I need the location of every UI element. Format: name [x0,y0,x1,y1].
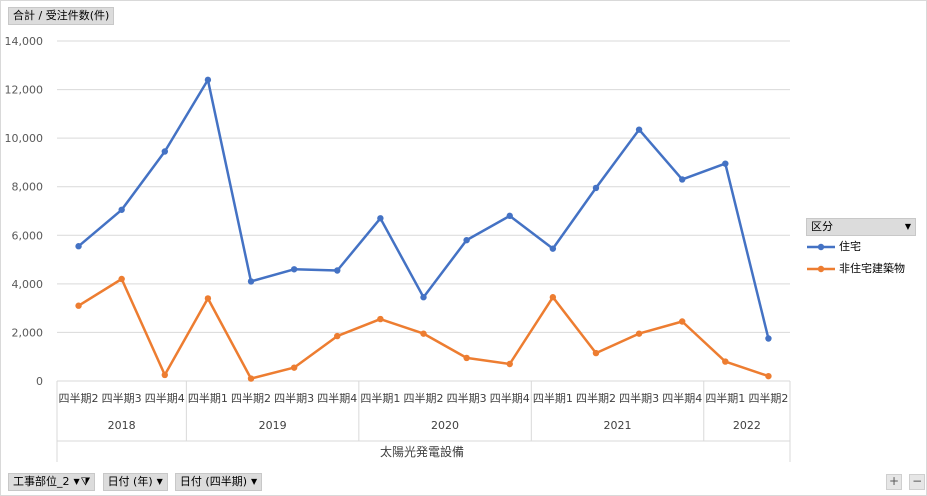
data-point [118,275,125,283]
x-tick-label: 四半期1 [188,391,228,405]
dropdown-arrow-icon[interactable]: ▼ [73,477,80,486]
field-label: 工事部位_2 [13,475,70,488]
data-point [765,372,772,380]
value-field-label: 合計 / 受注件数(件) [13,9,110,22]
data-point [635,330,643,337]
field-button-construction-part[interactable]: 工事部位_2 ▼⧩ [8,473,96,491]
data-point [679,176,686,183]
year-label: 2022 [733,419,761,432]
data-point [118,206,125,213]
legend-label: 住宅 [839,240,861,253]
data-point [549,294,557,301]
x-tick-label: 四半期4 [317,391,357,405]
legend-marker [807,243,835,251]
field-label: 日付 (四半期) [179,475,247,488]
dropdown-arrow-icon[interactable]: ▼ [251,477,258,486]
field-label: 日付 (年) [107,475,153,488]
legend-marker [807,265,835,273]
data-point [592,349,600,357]
x-tick-label: 四半期1 [533,391,573,405]
x-tick-label: 四半期3 [447,391,487,405]
dropdown-arrow-icon[interactable]: ▼ [904,222,911,231]
category-group-label: 太陽光発電設備 [380,444,464,459]
zoom-controls: + − [884,470,926,490]
legend-item: 住宅 [806,236,916,258]
y-tick-label: 6,000 [12,229,44,242]
data-point [75,302,82,309]
data-point [506,212,513,220]
x-tick-label: 四半期4 [490,391,530,405]
x-tick-label: 四半期4 [662,391,702,405]
legend-title: 区分 [811,220,833,233]
data-point [247,278,255,285]
x-axis: 四半期2 四半期3 四半期4 四半期1 四半期2 四半期3 四半期4 四半期1 四半期2 四半期3… [56,380,791,462]
data-point [377,315,384,323]
x-tick-label: 四半期3 [274,391,314,405]
data-point [290,266,298,273]
filter-icon: ⧩ [80,475,91,488]
year-label: 2021 [604,419,632,432]
data-point [161,371,168,379]
data-point [635,126,643,133]
data-point [334,267,341,274]
y-tick-label: 14,000 [5,35,44,48]
data-point [247,375,255,382]
series-layer [75,76,772,382]
x-tick-label: 四半期2 [59,391,99,405]
data-point [75,243,82,250]
expand-button[interactable]: + [886,474,902,490]
y-tick-label: 10,000 [5,132,44,145]
data-point [334,332,341,340]
x-tick-label: 四半期3 [102,391,142,405]
axis-field-buttons: 工事部位_2 ▼⧩ 日付 (年) ▼ 日付 (四半期) ▼ [8,470,264,491]
legend-field-button[interactable]: 区分 ▼ [806,218,916,236]
dropdown-arrow-icon[interactable]: ▼ [156,477,163,486]
y-axis-ticks: 0 2,000 4,000 6,000 8,000 10,000 12,000 14,000 [5,35,44,388]
x-tick-label: 四半期2 [576,391,616,405]
data-point [204,76,212,84]
legend: 区分 ▼ 住宅非住宅建築物 [806,218,916,280]
gridlines [57,40,790,333]
y-tick-label: 0 [36,375,43,388]
data-point [506,360,513,368]
data-point [679,318,686,325]
field-button-date-year[interactable]: 日付 (年) ▼ [102,473,168,491]
year-label: 2020 [431,419,459,432]
data-point [722,358,729,365]
data-point [420,330,427,337]
y-tick-label: 8,000 [12,181,44,194]
data-point [161,148,168,155]
y-tick-label: 4,000 [12,278,44,291]
series-line [77,277,769,380]
data-point [549,245,557,252]
data-point [765,335,772,342]
year-label: 2019 [259,419,287,432]
field-button-date-quarter[interactable]: 日付 (四半期) ▼ [174,473,263,491]
x-tick-label: 四半期1 [705,391,745,405]
x-tick-label: 四半期2 [231,391,271,405]
y-tick-label: 12,000 [5,84,44,97]
x-tick-label: 四半期2 [404,391,444,405]
legend-item: 非住宅建築物 [806,258,916,280]
legend-label: 非住宅建築物 [839,262,905,275]
data-point [290,364,298,371]
data-point [204,295,212,302]
data-point [420,294,427,301]
collapse-button[interactable]: − [909,474,926,490]
value-field-button[interactable]: 合計 / 受注件数(件) [8,7,115,25]
data-point [463,354,470,362]
data-point [377,215,384,222]
data-point [722,160,729,167]
y-tick-label: 2,000 [12,326,44,339]
data-point [592,184,600,192]
x-tick-label: 四半期4 [145,391,185,405]
x-tick-label: 四半期2 [748,391,788,405]
x-tick-label: 四半期3 [619,391,659,405]
x-tick-label: 四半期1 [360,391,400,405]
year-label: 2018 [108,419,136,432]
data-point [463,236,470,244]
